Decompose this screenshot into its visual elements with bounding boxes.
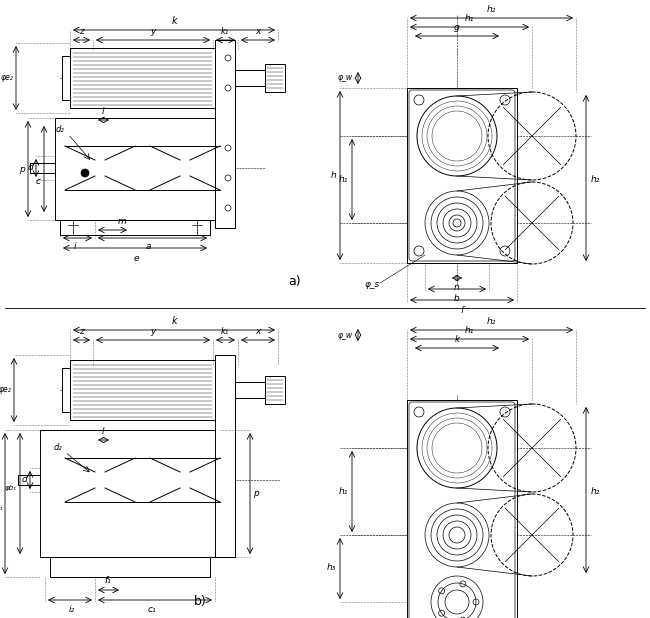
FancyBboxPatch shape — [409, 90, 515, 261]
Text: φ_w: φ_w — [338, 74, 353, 82]
Text: x: x — [255, 327, 261, 336]
Bar — [235, 382, 265, 398]
Bar — [407, 88, 517, 263]
Text: h₁: h₁ — [464, 14, 474, 23]
Text: y: y — [150, 327, 156, 336]
Text: p: p — [253, 488, 259, 497]
Text: φe₂: φe₂ — [0, 74, 13, 82]
Text: z: z — [79, 327, 83, 336]
Bar — [40, 430, 220, 557]
Bar — [60, 220, 210, 235]
Text: i₂: i₂ — [69, 605, 75, 614]
Bar — [215, 56, 223, 100]
Bar — [215, 368, 223, 412]
Text: p: p — [20, 164, 25, 174]
Text: c: c — [36, 177, 41, 185]
Text: a): a) — [289, 276, 302, 289]
Bar — [265, 376, 285, 404]
Text: l: l — [102, 427, 104, 436]
Text: f: f — [460, 306, 463, 315]
Text: k: k — [171, 16, 177, 26]
Text: b): b) — [194, 596, 207, 609]
Text: h₁: h₁ — [339, 174, 348, 184]
Text: e: e — [133, 254, 138, 263]
Text: d₂: d₂ — [56, 125, 64, 135]
Bar — [62, 368, 70, 412]
Bar — [70, 48, 215, 108]
Text: h₁: h₁ — [339, 486, 348, 496]
Text: l: l — [102, 107, 104, 116]
Text: y: y — [150, 27, 156, 36]
Bar — [62, 56, 70, 100]
Text: h: h — [330, 171, 336, 179]
Text: b: b — [454, 294, 460, 303]
Text: h₃: h₃ — [326, 564, 336, 572]
FancyBboxPatch shape — [409, 402, 515, 618]
Text: f₁: f₁ — [105, 576, 111, 585]
Circle shape — [81, 169, 89, 177]
Text: i: i — [73, 242, 76, 251]
Text: φb₁: φb₁ — [5, 485, 17, 491]
Bar — [50, 557, 210, 577]
Bar — [265, 64, 285, 92]
Text: φ_w: φ_w — [338, 331, 353, 339]
Bar — [407, 400, 517, 618]
Text: g: g — [454, 23, 460, 32]
Text: n: n — [454, 283, 460, 292]
Bar — [55, 118, 215, 220]
Text: h₁: h₁ — [464, 326, 474, 335]
Text: c₁: c₁ — [148, 605, 156, 614]
Bar — [215, 355, 235, 557]
Bar — [215, 40, 235, 228]
Text: d₂: d₂ — [53, 444, 62, 452]
Text: a: a — [145, 242, 151, 251]
Text: d: d — [21, 475, 27, 485]
Text: h₂: h₂ — [591, 486, 601, 496]
Bar — [235, 70, 265, 86]
Text: h₂: h₂ — [591, 174, 601, 184]
Bar — [18, 475, 40, 485]
Text: k₁: k₁ — [221, 327, 229, 336]
Text: φa₁: φa₁ — [0, 505, 3, 511]
Bar — [30, 163, 55, 173]
Text: k: k — [171, 316, 177, 326]
Text: k: k — [454, 335, 460, 344]
Text: m: m — [118, 217, 126, 226]
Text: h₂: h₂ — [486, 317, 496, 326]
Text: z: z — [79, 27, 83, 36]
Text: φ_s: φ_s — [365, 280, 380, 289]
Bar — [70, 360, 215, 420]
Text: x: x — [255, 27, 261, 36]
Text: k₁: k₁ — [221, 27, 229, 36]
Text: φe₂: φe₂ — [0, 386, 11, 394]
Text: h₂: h₂ — [486, 5, 496, 14]
Text: d: d — [27, 164, 33, 172]
